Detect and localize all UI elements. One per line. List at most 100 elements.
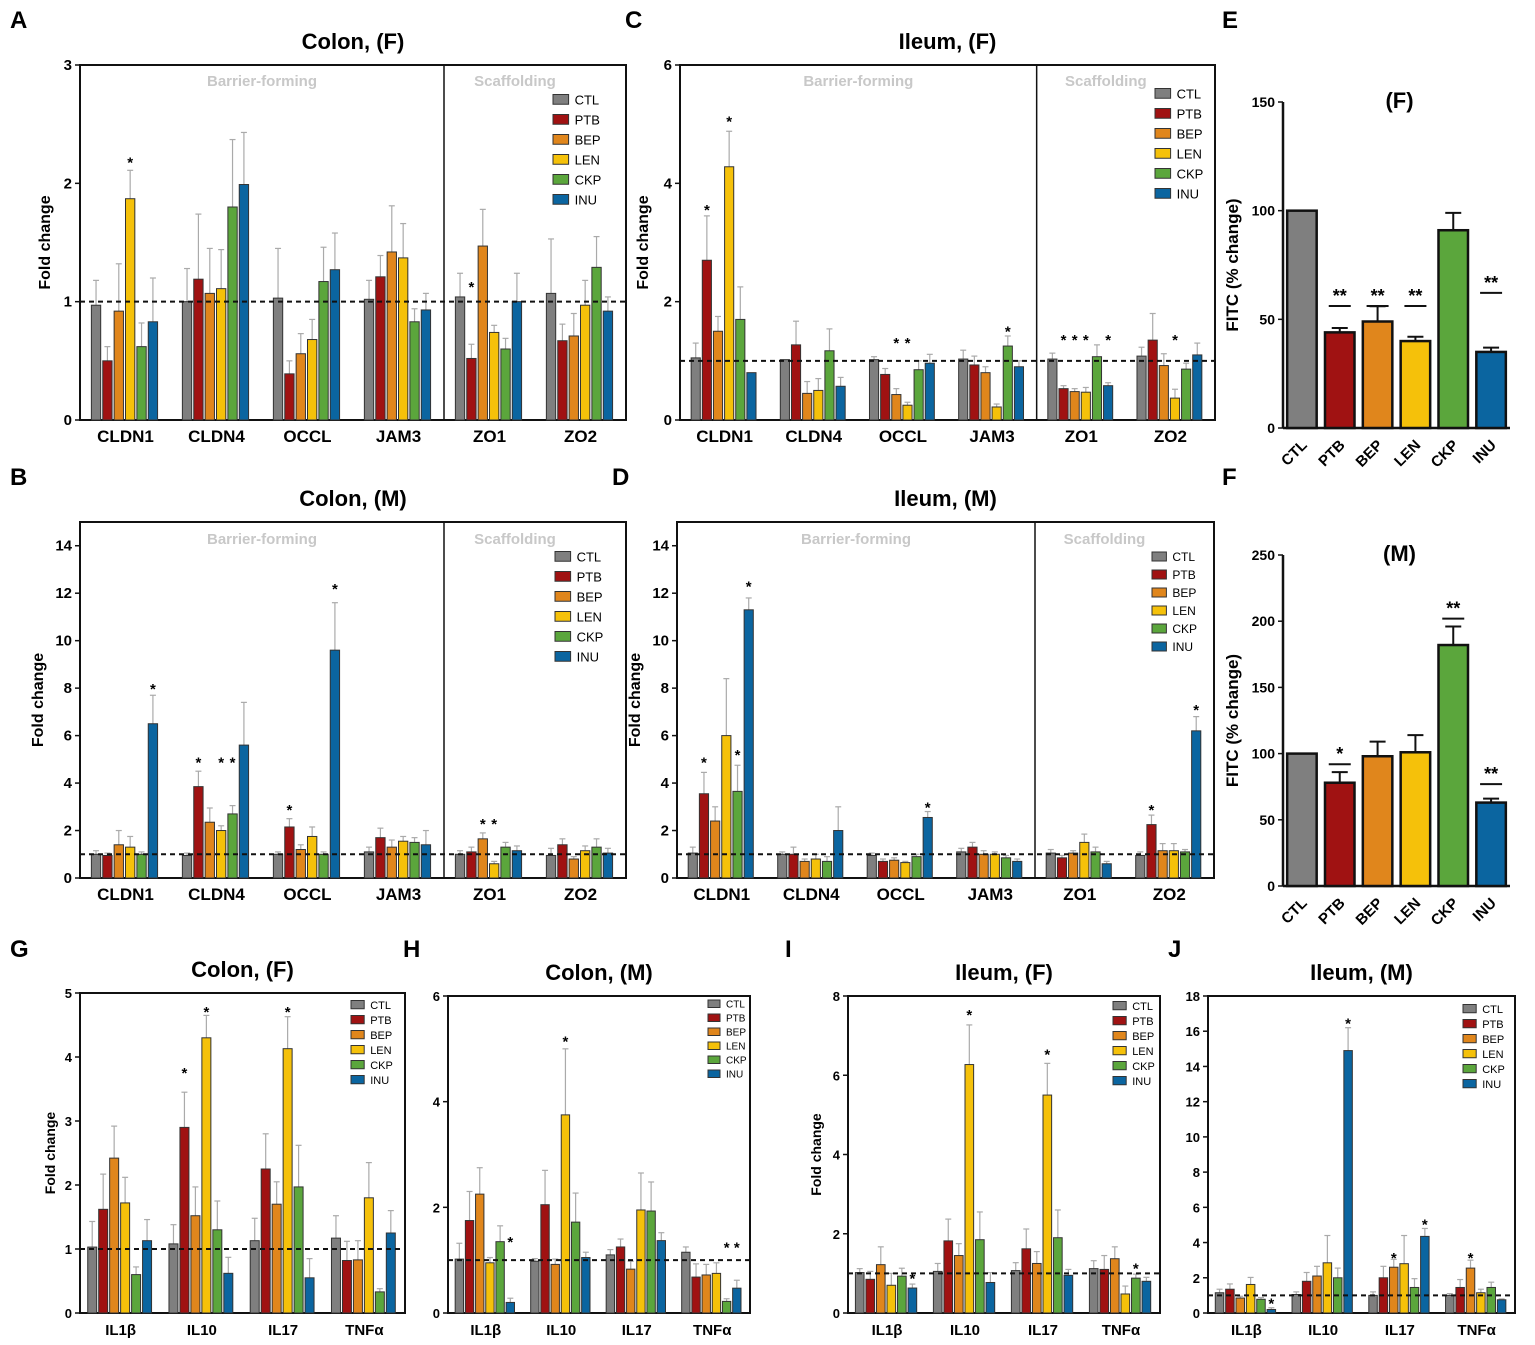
bar-ckp — [591, 266, 602, 421]
section-label-barrier: Barrier-forming — [801, 531, 911, 548]
bar-inu — [142, 1240, 153, 1314]
significance-marker: * — [909, 1270, 915, 1287]
x-tick-label: ZO2 — [1153, 885, 1186, 904]
legend-label-bep: BEP — [577, 589, 603, 604]
bar-ptb — [698, 793, 710, 879]
legend-label-ctl: CTL — [577, 549, 602, 564]
bar-ckp — [1002, 345, 1013, 421]
bar-inu — [602, 310, 614, 421]
y-tick-label: 8 — [1193, 1165, 1200, 1180]
bar-len — [900, 862, 911, 879]
bar-bep — [295, 849, 306, 879]
legend-swatch-bep — [707, 1027, 721, 1036]
legend-label-ckp: CKP — [577, 629, 604, 644]
bar-bep — [113, 310, 124, 421]
bar-inu — [1191, 730, 1202, 879]
y-tick-label: 10 — [1186, 1130, 1200, 1145]
legend-swatch-inu — [554, 651, 572, 662]
legend-swatch-ctl — [1112, 1001, 1127, 1011]
bar-len — [886, 1284, 897, 1314]
y-tick-label: 4 — [833, 1148, 841, 1163]
panel-e: E (F) 0 50 100 150 FITC (% change) CTL PTB BEP LEN… — [1222, 7, 1510, 471]
bar-ptb — [701, 259, 712, 421]
y-tick-label: 4 — [664, 175, 673, 192]
bar-ptb — [284, 826, 295, 879]
significance-marker: * — [724, 1239, 730, 1256]
x-tick-label: CLDN1 — [97, 427, 154, 446]
x-tick-label: IL17 — [622, 1322, 652, 1339]
bar-bep — [295, 353, 306, 421]
y-axis-label: Fold change — [635, 195, 652, 289]
y-axis-label: Fold change — [42, 1112, 58, 1195]
section-label-barrier: Barrier-forming — [207, 531, 317, 548]
panel-title: Colon, (M) — [545, 960, 653, 985]
legend-label-ctl: CTL — [370, 1000, 391, 1012]
bar-ctl — [1291, 1294, 1302, 1314]
panel-d: D Ileum, (M) 0 2 4 6 8 10 12 14 Fold change Barrier… — [612, 464, 1215, 904]
bar-bep — [568, 335, 579, 421]
bar-bep — [626, 1268, 636, 1314]
bar-bep — [701, 1274, 711, 1314]
bar-ptb — [1301, 1280, 1312, 1314]
bar-ctl — [272, 297, 284, 421]
panel-title: Colon, (F) — [191, 957, 294, 982]
bar-len — [1399, 339, 1432, 430]
bar-bep — [204, 821, 215, 879]
bar-bep — [568, 858, 579, 879]
y-tick-label: 3 — [65, 1114, 72, 1129]
x-tick-label: CLDN4 — [188, 885, 245, 904]
bar-ptb — [790, 344, 802, 421]
bar-len — [125, 198, 136, 421]
y-axis-label: FITC (% change) — [1223, 198, 1242, 331]
legend-swatch-ckp — [1462, 1064, 1477, 1074]
bar-ptb — [540, 1204, 550, 1314]
bar-inu — [1266, 1308, 1277, 1314]
bar-ctl — [530, 1260, 540, 1314]
bar-ptb — [341, 1260, 352, 1314]
y-axis-label: Fold change — [37, 195, 54, 289]
bar-inu — [835, 385, 846, 421]
bar-ptb — [877, 860, 889, 879]
legend-label-bep: BEP — [370, 1030, 392, 1042]
bar-bep — [550, 1263, 560, 1314]
bar-ptb — [969, 364, 980, 421]
bar-inu — [1013, 366, 1025, 421]
y-tick-label: 4 — [1193, 1236, 1201, 1251]
bar-inu — [147, 723, 159, 879]
y-tick-label: 16 — [1186, 1024, 1200, 1039]
panel-letter: I — [785, 936, 792, 963]
y-tick-label: 2 — [661, 823, 669, 840]
bar-len — [1079, 841, 1090, 879]
bar-inu — [329, 649, 341, 879]
x-tick-label: CLDN1 — [693, 885, 750, 904]
legend: CTL PTB BEP LEN CKP INU — [1154, 86, 1203, 201]
legend-swatch-ctl — [1154, 88, 1172, 99]
significance-marker: * — [150, 681, 156, 698]
y-tick-label: 18 — [1186, 989, 1200, 1004]
bar-len — [282, 1048, 293, 1314]
significance-marker: * — [563, 1033, 569, 1050]
bar-len — [216, 288, 227, 421]
bar-inu — [746, 372, 757, 421]
y-tick-label: 2 — [64, 175, 72, 192]
x-tick-label: ZO2 — [564, 885, 597, 904]
y-tick-label: 0 — [65, 1306, 72, 1321]
x-tick-label: IL17 — [1028, 1322, 1058, 1339]
bar-ckp — [1131, 1277, 1141, 1314]
x-tick-label: JAM3 — [968, 885, 1013, 904]
legend-label-bep: BEP — [1132, 1031, 1154, 1043]
legend-swatch-ptb — [554, 571, 572, 582]
legend-label-ctl: CTL — [575, 92, 600, 107]
y-tick-label: 250 — [1252, 547, 1276, 563]
significance-marker: * — [1193, 702, 1199, 719]
bar-ptb — [557, 844, 568, 879]
panel-letter: C — [625, 7, 642, 34]
bar-ckp — [1181, 368, 1192, 421]
bar-ctl — [1285, 752, 1318, 888]
bar-inu — [922, 816, 933, 879]
bar-ckp — [1000, 857, 1012, 879]
bar-ckp — [1409, 1286, 1420, 1314]
bar-bep — [712, 330, 724, 421]
panel-title: (M) — [1383, 541, 1416, 566]
bar-ptb — [615, 1246, 626, 1314]
